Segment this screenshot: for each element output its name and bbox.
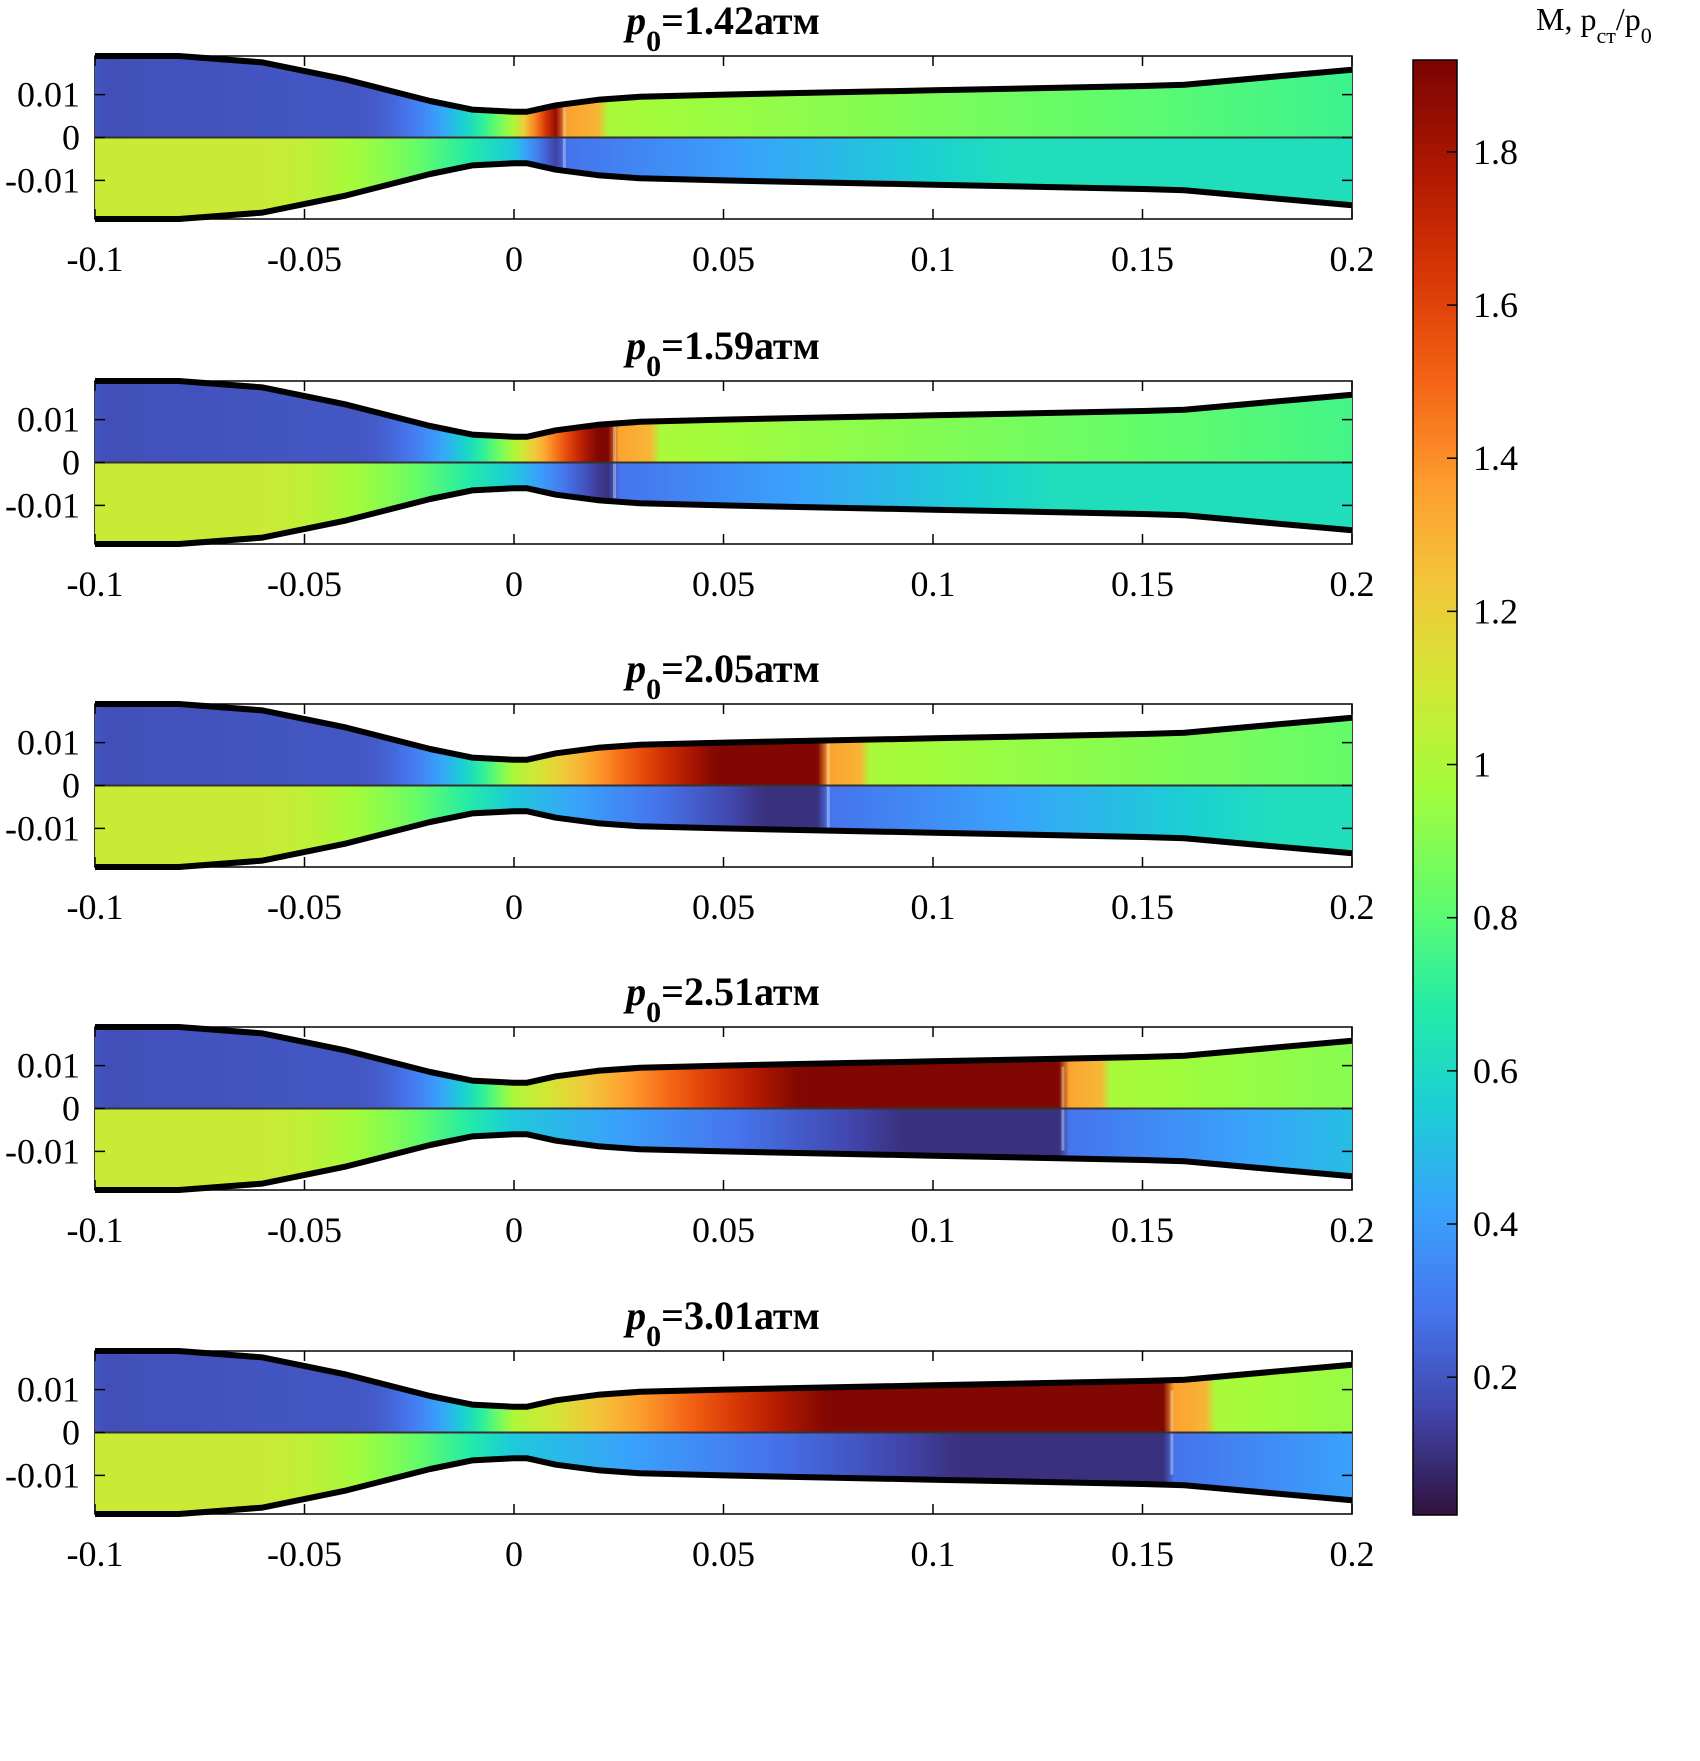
colorbar-tick-label: 1.4 — [1473, 438, 1518, 478]
y-tick-label: 0 — [62, 766, 80, 806]
y-tick-label: -0.01 — [5, 485, 80, 525]
x-tick-label: 0.1 — [911, 1534, 956, 1574]
x-tick-label: 0.15 — [1111, 1210, 1174, 1250]
panel-2: -0.1 -0.05 0 0.05 0.1 0.15 0.20.010-0.01p0=1.5… — [5, 323, 1375, 604]
colorbar-tick-label: 0.6 — [1473, 1051, 1518, 1091]
x-tick-label: 0 — [505, 564, 523, 604]
x-tick-label: 0.05 — [692, 1534, 755, 1574]
y-tick-label: 0.01 — [17, 75, 80, 115]
x-tick-label: 0.15 — [1111, 887, 1174, 927]
y-tick-label: -0.01 — [5, 808, 80, 848]
x-tick-label: -0.1 — [67, 1210, 124, 1250]
colorbar-title: M, pст/p0 — [1536, 1, 1652, 48]
x-tick-label: 0.1 — [911, 564, 956, 604]
colorbar-tick-label: 0.4 — [1473, 1204, 1518, 1244]
panel-title: p0=1.42атм — [623, 0, 820, 58]
panel-5: -0.1 -0.05 0 0.05 0.1 0.15 0.20.010-0.01p0=3.0… — [5, 1293, 1375, 1574]
x-tick-label: 0.05 — [692, 887, 755, 927]
x-tick-label: 0.2 — [1330, 887, 1375, 927]
x-tick-label: 0 — [505, 887, 523, 927]
x-tick-label: 0 — [505, 1534, 523, 1574]
colorbar-tick-label: 1.8 — [1473, 132, 1518, 172]
nozzle-wall-top — [95, 378, 1353, 440]
nozzle-wall-top — [95, 1348, 1353, 1410]
x-tick-label: 0.2 — [1330, 1210, 1375, 1250]
panel-1: -0.1 -0.05 0 0.05 0.1 0.15 0.20.010-0.01p0=1.4… — [5, 0, 1375, 279]
x-tick-label: -0.1 — [67, 887, 124, 927]
x-tick-label: 0.1 — [911, 887, 956, 927]
colorbar-tick-label: 1 — [1473, 745, 1491, 785]
y-tick-label: 0 — [62, 443, 80, 483]
colorbar-bar — [1412, 59, 1458, 1516]
x-tick-label: -0.05 — [267, 564, 342, 604]
x-tick-label: 0.15 — [1111, 564, 1174, 604]
colorbar: M, pст/p0 0.2 0.4 0.6 0.8 1 1.2 1.4 1.6 1.8 — [1412, 1, 1652, 1516]
x-tick-label: 0.05 — [692, 564, 755, 604]
x-tick-label: 0.05 — [692, 239, 755, 279]
nozzle-wall-bottom — [95, 1455, 1353, 1517]
y-tick-label: 0.01 — [17, 1046, 80, 1086]
x-tick-label: 0 — [505, 1210, 523, 1250]
y-tick-label: -0.01 — [5, 1131, 80, 1171]
x-tick-label: -0.1 — [67, 1534, 124, 1574]
colorbar-tick-label: 0.2 — [1473, 1357, 1518, 1397]
x-tick-label: -0.1 — [67, 564, 124, 604]
x-tick-label: 0.15 — [1111, 239, 1174, 279]
panel-title: p0=2.51атм — [623, 969, 820, 1029]
colorbar-tick-label: 1.6 — [1473, 285, 1518, 325]
nozzle-wall-bottom — [95, 160, 1353, 222]
panels: -0.1 -0.05 0 0.05 0.1 0.15 0.20.010-0.01p0=1.4… — [5, 0, 1375, 1574]
x-tick-label: 0.1 — [911, 239, 956, 279]
x-tick-label: 0.05 — [692, 1210, 755, 1250]
y-tick-label: -0.01 — [5, 160, 80, 200]
nozzle-wall-top — [95, 53, 1353, 115]
nozzle-wall-top — [95, 1024, 1353, 1086]
x-tick-label: 0.2 — [1330, 239, 1375, 279]
panel-title: p0=3.01атм — [623, 1293, 820, 1353]
x-tick-label: 0 — [505, 239, 523, 279]
y-tick-label: 0 — [62, 1089, 80, 1129]
y-tick-label: 0 — [62, 118, 80, 158]
nozzle-wall-bottom — [95, 1131, 1353, 1193]
nozzle-wall-top — [95, 701, 1353, 763]
x-tick-label: 0.1 — [911, 1210, 956, 1250]
y-tick-label: 0.01 — [17, 723, 80, 763]
y-tick-label: 0 — [62, 1413, 80, 1453]
nozzle-wall-bottom — [95, 808, 1353, 870]
colorbar-tick-label: 1.2 — [1473, 591, 1518, 631]
x-tick-label: -0.1 — [67, 239, 124, 279]
x-tick-label: -0.05 — [267, 887, 342, 927]
y-tick-label: 0.01 — [17, 400, 80, 440]
x-tick-label: -0.05 — [267, 1210, 342, 1250]
panel-title: p0=2.05атм — [623, 646, 820, 706]
nozzle-wall-bottom — [95, 485, 1353, 547]
x-tick-label: -0.05 — [267, 1534, 342, 1574]
colorbar-tick-label: 0.8 — [1473, 898, 1518, 938]
x-tick-label: 0.15 — [1111, 1534, 1174, 1574]
y-tick-label: 0.01 — [17, 1370, 80, 1410]
panel-4: -0.1 -0.05 0 0.05 0.1 0.15 0.20.010-0.01p0=2.5… — [5, 969, 1375, 1250]
x-tick-label: 0.2 — [1330, 1534, 1375, 1574]
x-tick-label: 0.2 — [1330, 564, 1375, 604]
panel-title: p0=1.59атм — [623, 323, 820, 383]
y-tick-label: -0.01 — [5, 1455, 80, 1495]
x-tick-label: -0.05 — [267, 239, 342, 279]
panel-3: -0.1 -0.05 0 0.05 0.1 0.15 0.20.010-0.01p0=2.0… — [5, 646, 1375, 927]
